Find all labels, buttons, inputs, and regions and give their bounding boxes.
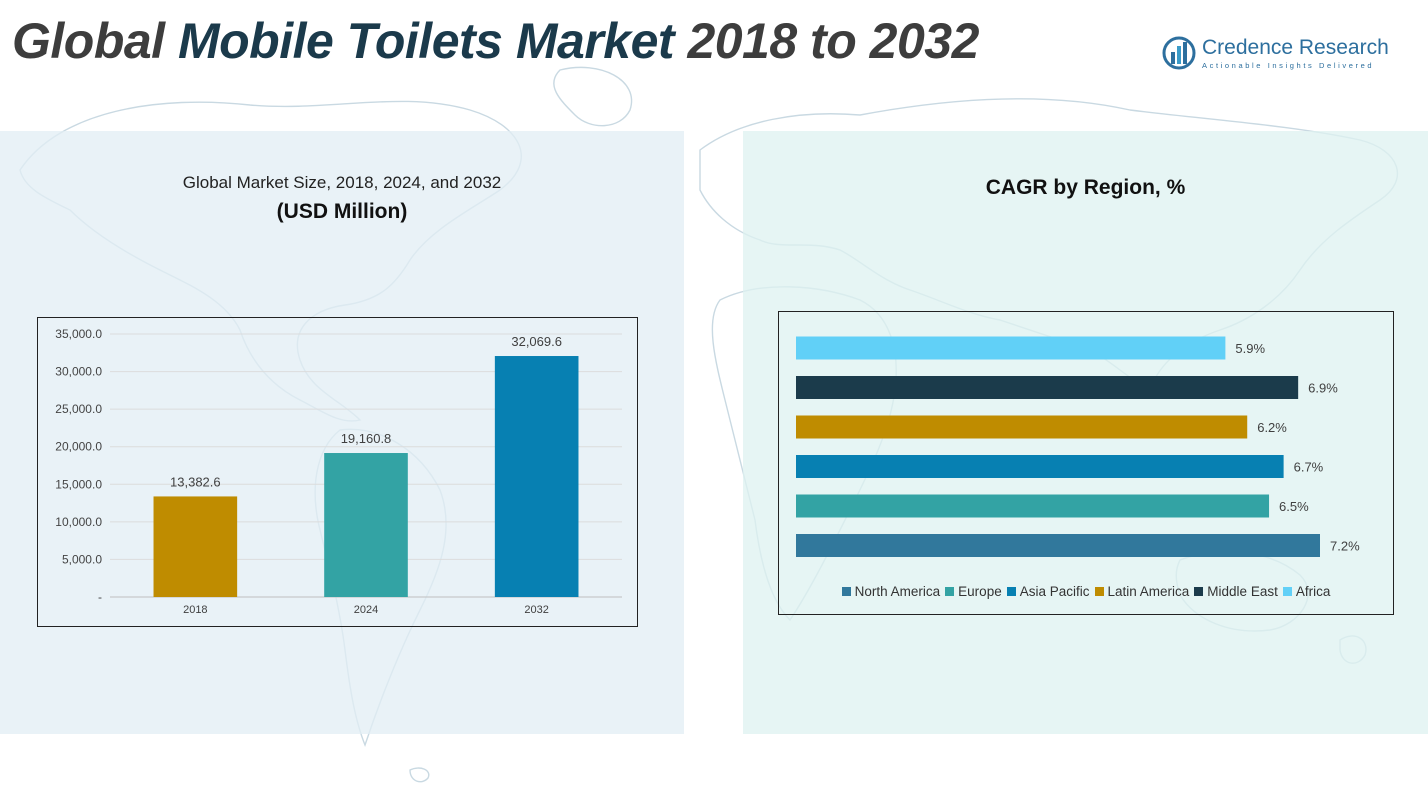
y-tick-label: 5,000.0 [62,552,102,566]
bar-africa [796,336,1226,360]
page-title-start: Global [12,13,178,69]
data-label-2018: 13,382.6 [170,474,221,489]
legend-label: Latin America [1107,584,1190,599]
credence-research-logo: Credence Research Actionable Insights De… [1160,34,1396,76]
data-label-north-america: 7.2% [1330,539,1360,554]
legend-item-latin-america: Latin America [1094,584,1190,599]
y-tick-label: 20,000.0 [55,440,102,454]
market-size-bar-chart: - 5,000.0 10,000.0 15,000.0 20,000.0 25,000.0… [55,327,622,616]
bar-europe [796,494,1270,518]
x-tick-label-2018: 2018 [183,604,207,616]
data-label-2024: 19,160.8 [341,431,392,446]
logo-name: Credence Research [1202,36,1389,59]
data-label-asia-pacific: 6.7% [1294,460,1324,475]
logo-tagline: Actionable Insights Delivered [1202,61,1375,70]
y-tick-label: 15,000.0 [55,477,102,491]
page-title-accent: Mobile Toilets Market [177,13,675,69]
legend-item-europe: Europe [945,584,1002,599]
legend-swatch [945,587,955,596]
legend-item-asia-pacific: Asia Pacific [1006,584,1090,599]
legend-item-africa: Africa [1282,584,1331,599]
legend-swatch [1282,587,1292,596]
cagr-chart-title: CAGR by Region, % [985,176,1186,199]
bar-middle-east [796,376,1299,399]
market-size-chart: - 5,000.0 10,000.0 15,000.0 20,000.0 25,000.0… [37,317,638,627]
legend-label: Europe [958,584,1002,599]
bar-2018 [153,496,238,597]
cagr-legend: North America Europe Asia Pacific Latin Ame… [779,584,1393,599]
legend-item-middle-east: Middle East [1194,584,1278,599]
legend-label: Middle East [1207,584,1278,599]
page-title-end: 2018 to 2032 [674,13,979,69]
market-size-chart-title: Global Market Size, 2018, 2024, and 2032 [182,173,502,192]
legend-label: Africa [1295,584,1331,599]
page-title: Global Mobile Toilets Market 2018 to 203… [12,12,979,70]
y-tick-label: 10,000.0 [55,515,102,529]
x-tick-label-2024: 2024 [354,604,378,616]
legend-item-north-america: North America [841,584,941,599]
y-tick-label: 30,000.0 [55,365,102,379]
legend-swatch [1194,587,1204,596]
bar-latin-america [796,415,1248,439]
logo-bars-icon [1162,36,1196,70]
legend-label: North America [854,584,941,599]
y-tick-label: 35,000.0 [55,327,102,341]
legend-swatch [1094,587,1104,596]
legend-swatch [841,587,851,596]
data-label-europe: 6.5% [1279,499,1309,514]
bar-2024 [324,453,408,597]
data-label-latin-america: 6.2% [1257,420,1287,435]
legend-swatch [1006,587,1016,596]
x-tick-label-2032: 2032 [524,604,548,616]
data-label-africa: 5.9% [1235,341,1265,356]
cagr-bar-chart: 5.9% 6.9% 6.2% 6.7% 6.5% 7.2% [796,336,1360,557]
y-tick-label: 25,000.0 [55,402,102,416]
data-label-middle-east: 6.9% [1308,381,1338,396]
data-label-2032: 32,069.6 [511,334,562,349]
market-size-chart-subtitle: (USD Million) [276,200,408,223]
bar-asia-pacific [796,455,1284,478]
legend-label: Asia Pacific [1019,584,1090,599]
bar-north-america [796,534,1320,557]
bar-2032 [494,356,579,597]
y-tick-label: - [98,590,102,604]
cagr-chart: 5.9% 6.9% 6.2% 6.7% 6.5% 7.2% North America Eu… [778,311,1394,615]
